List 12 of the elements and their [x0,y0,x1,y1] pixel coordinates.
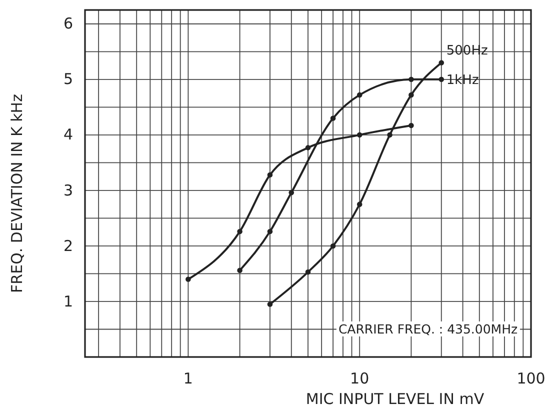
y-tick-label: 1 [63,292,73,310]
x-tick-label: 1 [183,370,193,388]
y-axis-title: FREQ. DEVIATION IN K kHz [8,94,26,293]
y-tick-label: 5 [63,70,73,88]
x-tick-label: 100 [516,370,546,388]
y-tick-label: 3 [63,181,73,200]
y-tick-label: 4 [63,126,73,144]
y-tick-label: 6 [63,14,73,33]
annotation: CARRIER FREQ. : 435.00MHz [338,321,518,336]
x-tick-label: 10 [350,370,370,388]
x-axis-title: MIC INPUT LEVEL IN mV [306,390,485,408]
y-tick-label: 2 [63,236,73,255]
